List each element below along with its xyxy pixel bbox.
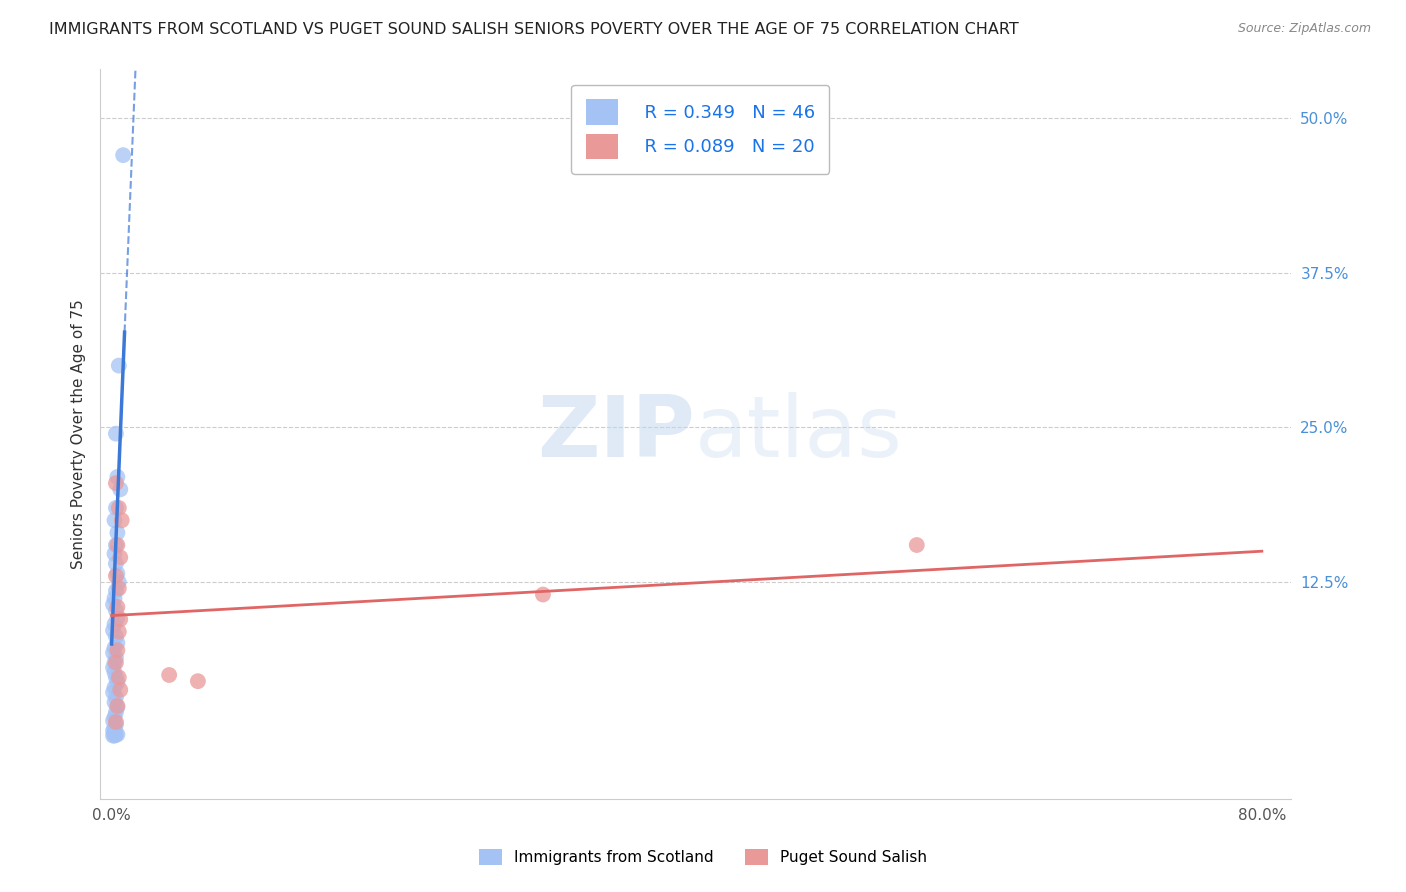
Text: atlas: atlas (696, 392, 904, 475)
Point (108, 575, 131, 590)
Point (101, 685, 124, 699)
Point (105, 727, 128, 741)
Point (111, 513, 134, 527)
Point (104, 690, 127, 705)
Point (531, 588, 554, 602)
Point (104, 717, 127, 731)
Point (112, 148, 135, 162)
Point (104, 604, 127, 618)
Point (103, 656, 125, 670)
Point (103, 547, 125, 561)
Point (101, 624, 124, 638)
Y-axis label: Seniors Poverty Over the Age of 75: Seniors Poverty Over the Age of 75 (72, 299, 86, 568)
Point (105, 538, 128, 552)
Point (108, 624, 131, 639)
Point (101, 598, 124, 612)
Point (103, 640, 125, 655)
Point (104, 500, 127, 515)
Point (103, 665, 125, 680)
Point (103, 681, 125, 695)
Text: ZIP: ZIP (537, 392, 696, 475)
Point (105, 698, 128, 713)
Point (104, 569, 127, 583)
Point (108, 582, 131, 596)
Point (101, 660, 124, 674)
Point (105, 611, 128, 625)
Point (104, 670, 127, 684)
Point (103, 710, 125, 724)
Point (104, 426, 127, 441)
Point (104, 656, 127, 670)
Point (104, 476, 127, 491)
Point (103, 721, 125, 735)
Point (110, 550, 132, 565)
Point (157, 668, 180, 682)
Point (105, 675, 128, 690)
Point (110, 483, 132, 497)
Point (104, 714, 127, 729)
Point (105, 643, 128, 657)
Point (105, 566, 128, 581)
Legend: Immigrants from Scotland, Puget Sound Salish: Immigrants from Scotland, Puget Sound Sa… (474, 843, 932, 871)
Point (101, 714, 124, 728)
Point (105, 636, 128, 650)
Legend:   R = 0.349   N = 46,   R = 0.089   N = 20: R = 0.349 N = 46, R = 0.089 N = 20 (571, 85, 830, 174)
Point (108, 500, 131, 515)
Point (110, 682, 132, 697)
Point (101, 646, 124, 660)
Point (108, 670, 131, 684)
Text: IMMIGRANTS FROM SCOTLAND VS PUGET SOUND SALISH SENIORS POVERTY OVER THE AGE OF 7: IMMIGRANTS FROM SCOTLAND VS PUGET SOUND … (49, 22, 1019, 37)
Point (104, 630, 127, 644)
Point (101, 729, 124, 743)
Point (108, 359, 131, 373)
Point (103, 513, 125, 527)
Text: Source: ZipAtlas.com: Source: ZipAtlas.com (1237, 22, 1371, 36)
Point (104, 583, 127, 598)
Point (105, 525, 128, 540)
Point (103, 617, 125, 632)
Point (104, 727, 127, 741)
Point (103, 591, 125, 606)
Point (103, 695, 125, 709)
Point (105, 599, 128, 614)
Point (105, 700, 128, 714)
Point (110, 612, 132, 626)
Point (104, 705, 127, 719)
Point (103, 729, 125, 743)
Point (104, 650, 127, 665)
Point (905, 538, 928, 552)
Point (104, 557, 127, 571)
Point (101, 723, 124, 738)
Point (104, 538, 127, 552)
Point (105, 470, 128, 484)
Point (103, 726, 125, 740)
Point (187, 674, 209, 689)
